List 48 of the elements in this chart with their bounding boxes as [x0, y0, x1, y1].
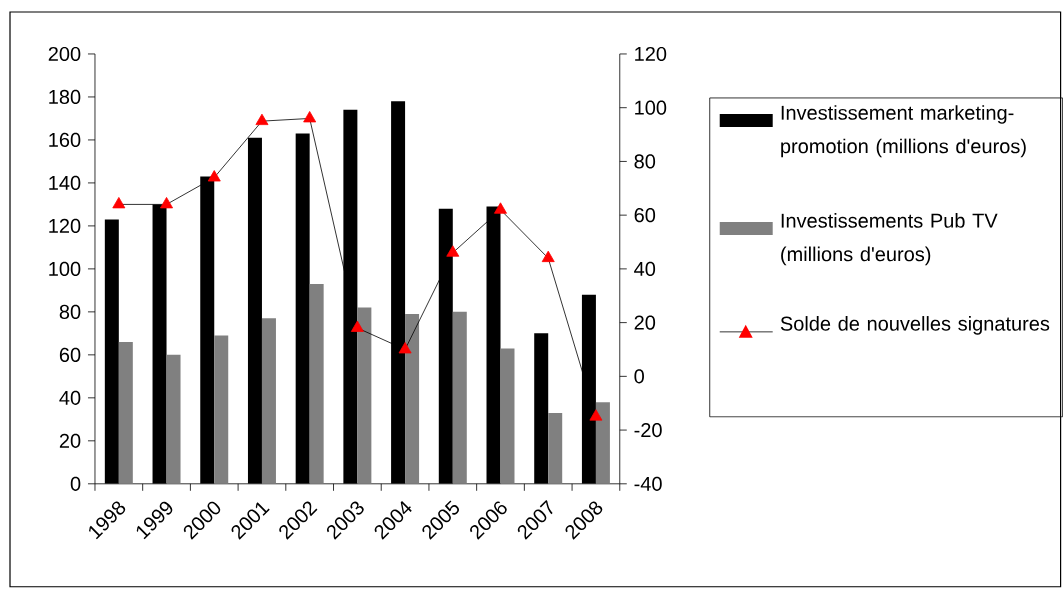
y-tick-label: 60 — [59, 347, 81, 363]
bar — [500, 348, 515, 484]
legend-label: Investissement marketing-promotion (millions d'euros) — [781, 105, 1026, 158]
y-tick-label: 140 — [49, 175, 81, 191]
bar — [166, 354, 181, 484]
y2-tick-label: 40 — [634, 261, 656, 277]
y2-tick-label: 20 — [634, 315, 656, 330]
y-tick-label: 180 — [49, 89, 81, 105]
y-tick-label: 100 — [49, 261, 81, 277]
y2-tick-label: 120 — [635, 46, 667, 62]
y-tick-label: 160 — [49, 132, 81, 148]
y2-tick-label: 0 — [634, 369, 644, 384]
y2-tick-label: 80 — [634, 154, 656, 169]
point — [160, 197, 173, 209]
y2-tick-label: 100 — [635, 100, 667, 115]
y-tick-label: 80 — [59, 304, 81, 320]
bar — [295, 133, 310, 484]
y2-tick-label: -20 — [634, 423, 662, 438]
bar — [118, 342, 133, 484]
point — [541, 250, 555, 263]
point — [589, 409, 603, 421]
point — [350, 320, 364, 332]
point — [446, 245, 460, 257]
bar — [214, 335, 229, 484]
point — [494, 202, 507, 214]
point — [112, 197, 126, 209]
bar — [405, 314, 420, 484]
legend-label: Solde de nouvelles signatures — [780, 316, 1050, 335]
point — [207, 170, 221, 182]
y-tick-label: 200 — [48, 46, 81, 62]
y-tick-label: 0 — [70, 476, 81, 491]
bar — [548, 412, 563, 484]
bar — [104, 219, 119, 484]
point — [255, 113, 269, 126]
bar — [357, 307, 372, 484]
bar — [452, 311, 467, 484]
bar — [261, 318, 276, 484]
bar — [595, 402, 610, 484]
point — [398, 342, 412, 354]
y-tick-label: 20 — [59, 433, 81, 449]
bar — [534, 333, 549, 484]
y-tick-label: 120 — [49, 218, 81, 234]
bar — [309, 284, 324, 484]
legend-label: Investissements Pub TV (millions d'euros) — [781, 213, 998, 266]
y-tick-label: 40 — [59, 390, 81, 406]
point — [303, 111, 317, 123]
y2-tick-label: -40 — [634, 476, 662, 491]
y2-tick-label: 60 — [634, 208, 656, 223]
